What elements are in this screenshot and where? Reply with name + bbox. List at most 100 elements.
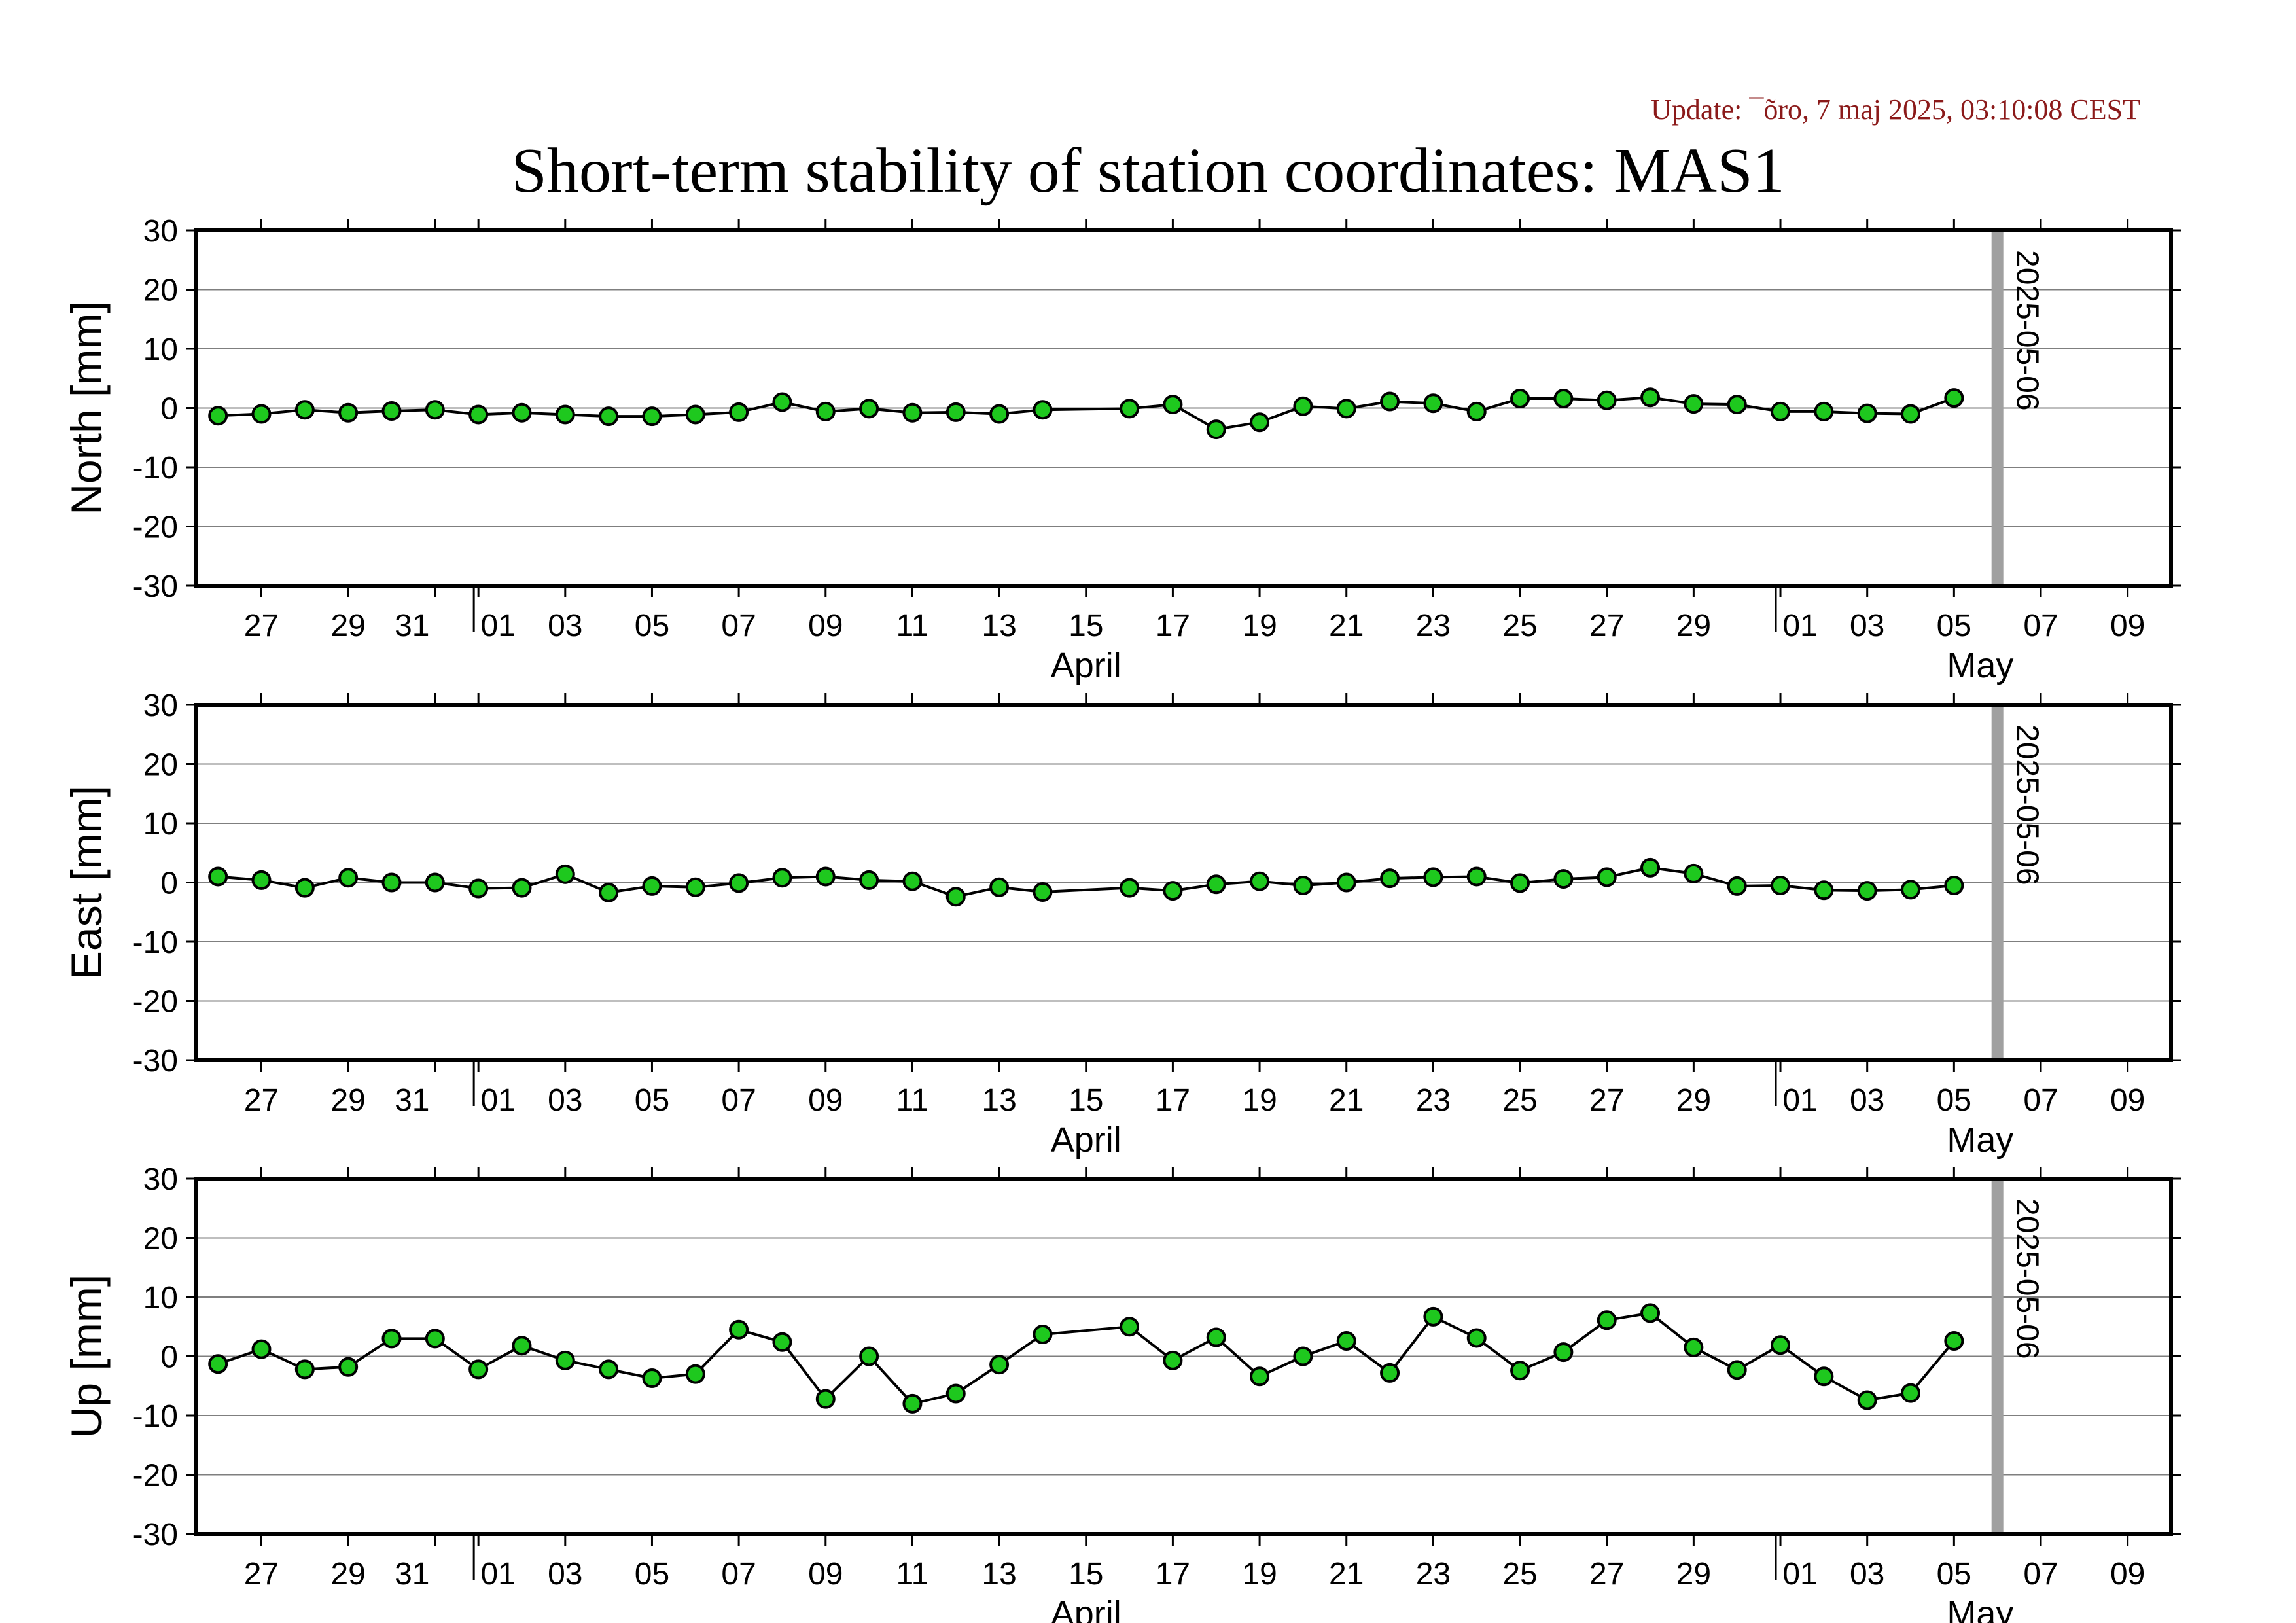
- data-point: [512, 878, 532, 898]
- data-point: [859, 399, 879, 419]
- data-point: [1380, 391, 1400, 412]
- x-tick-label: 09: [2110, 609, 2145, 643]
- y-tick-label: 0: [160, 1340, 178, 1375]
- data-point: [555, 404, 575, 425]
- x-tick-label: 29: [1676, 1083, 1711, 1118]
- x-tick-label: 27: [1589, 1083, 1624, 1118]
- data-point: [1380, 1363, 1400, 1383]
- y-tick-label: -20: [133, 1459, 178, 1493]
- data-point: [1553, 1342, 1574, 1363]
- data-point: [555, 1350, 575, 1370]
- x-tick-label: 19: [1242, 609, 1277, 643]
- y-tick-label: 30: [143, 214, 178, 249]
- data-point: [599, 1359, 619, 1380]
- data-point: [1727, 1360, 1747, 1380]
- x-tick-label: 15: [1069, 1083, 1103, 1118]
- data-point: [512, 1336, 532, 1356]
- data-point: [338, 868, 359, 888]
- data-point: [294, 878, 315, 898]
- x-tick-label: 05: [635, 609, 669, 643]
- x-tick-label: 09: [2110, 1557, 2145, 1592]
- x-tick-label: 15: [1069, 609, 1103, 643]
- x-tick-label: 09: [808, 609, 843, 643]
- x-tick-label: 03: [1850, 609, 1884, 643]
- data-point: [425, 872, 445, 893]
- data-point: [1466, 1328, 1487, 1348]
- x-tick-label: 07: [2023, 609, 2058, 643]
- x-tick-label: 29: [1676, 1557, 1711, 1592]
- data-point: [1901, 1383, 1921, 1403]
- x-tick-label: 31: [395, 1557, 429, 1592]
- data-point: [685, 404, 705, 425]
- series-line: [218, 396, 1955, 431]
- y-tick-label: 10: [143, 1281, 178, 1315]
- x-tick-label: 17: [1156, 609, 1190, 643]
- data-point: [1597, 867, 1617, 887]
- data-point: [1944, 876, 1964, 896]
- x-tick-label: 09: [808, 1083, 843, 1118]
- y-tick-label: 0: [160, 866, 178, 901]
- x-tick-label: 27: [1589, 609, 1624, 643]
- data-point: [1640, 1303, 1661, 1323]
- x-tick-label: 05: [1937, 1083, 1971, 1118]
- x-tick-label: 07: [2023, 1557, 2058, 1592]
- data-point: [729, 402, 749, 422]
- data-point: [381, 401, 402, 421]
- data-point: [1206, 1327, 1226, 1347]
- data-point: [1250, 412, 1270, 433]
- data-point: [1684, 863, 1704, 883]
- x-tick-label: 07: [2023, 1083, 2058, 1118]
- y-tick-label: 30: [143, 688, 178, 723]
- x-tick-label: 03: [548, 609, 582, 643]
- x-tick-label: 23: [1416, 1083, 1451, 1118]
- x-tick-label: 15: [1069, 1557, 1103, 1592]
- x-tick-label: 29: [330, 609, 365, 643]
- data-point: [294, 400, 315, 420]
- data-point: [251, 404, 272, 424]
- data-point: [1510, 1361, 1530, 1381]
- x-tick-label: 07: [721, 1083, 756, 1118]
- month-label: May: [1947, 646, 2013, 685]
- x-tick-label: 03: [548, 1557, 582, 1592]
- data-point: [1684, 1337, 1704, 1357]
- x-tick-label: 01: [1782, 1557, 1817, 1592]
- data-point: [251, 870, 272, 890]
- data-point: [468, 878, 489, 899]
- y-tick-label: -20: [133, 510, 178, 545]
- x-tick-label: 13: [981, 1557, 1016, 1592]
- data-point: [902, 1393, 923, 1414]
- x-tick-label: 01: [1782, 1083, 1817, 1118]
- data-point: [1597, 390, 1617, 410]
- y-tick-label: -30: [133, 1518, 178, 1552]
- plot-frame: [194, 228, 2173, 588]
- data-point: [1033, 882, 1053, 902]
- x-tick-label: 23: [1416, 609, 1451, 643]
- y-tick-label: -20: [133, 985, 178, 1020]
- data-point: [772, 392, 792, 412]
- x-tick-label: 25: [1502, 609, 1537, 643]
- x-tick-label: 27: [1589, 1557, 1624, 1592]
- data-point: [989, 877, 1010, 897]
- data-point: [425, 400, 445, 420]
- x-tick-label: 21: [1329, 609, 1364, 643]
- data-point: [902, 871, 923, 891]
- x-tick-label: 19: [1242, 1557, 1277, 1592]
- x-tick-label: 23: [1416, 1557, 1451, 1592]
- month-label: April: [1051, 1120, 1122, 1160]
- data-point: [642, 406, 662, 427]
- data-point: [1293, 876, 1313, 896]
- data-point: [772, 868, 792, 888]
- marker-line-label: 2025-05-06: [2010, 724, 2045, 885]
- x-tick-label: 29: [330, 1557, 365, 1592]
- x-tick-label: 25: [1502, 1557, 1537, 1592]
- x-tick-label: 03: [548, 1083, 582, 1118]
- x-tick-label: 05: [1937, 609, 1971, 643]
- x-tick-label: 03: [1850, 1083, 1884, 1118]
- data-point: [1510, 389, 1530, 409]
- data-point: [1120, 399, 1140, 419]
- x-tick-label: 07: [721, 609, 756, 643]
- data-point: [685, 877, 705, 897]
- x-tick-label: 05: [635, 1083, 669, 1118]
- x-tick-label: 11: [896, 609, 929, 643]
